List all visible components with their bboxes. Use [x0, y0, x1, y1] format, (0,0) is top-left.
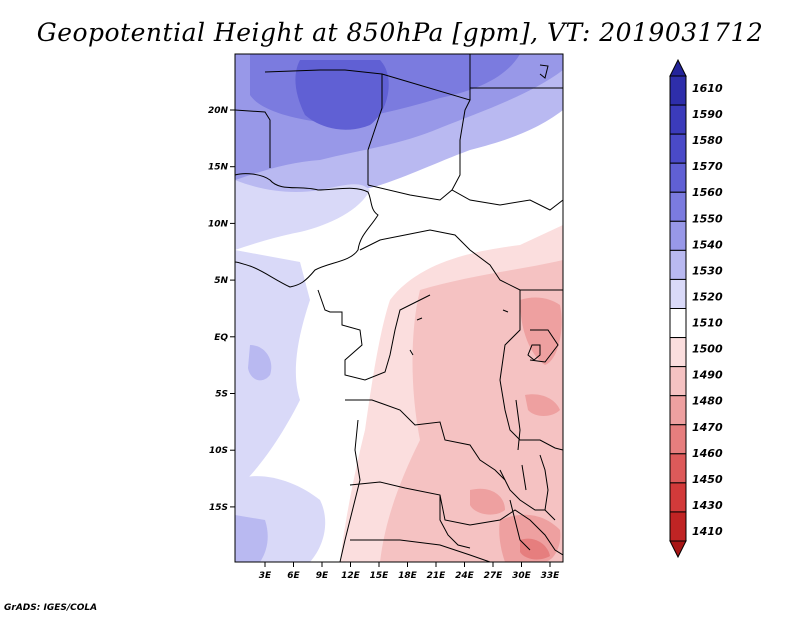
country-borders: [235, 54, 563, 562]
y-tick-label: 5S: [215, 390, 228, 400]
colorbar-label: 1560: [692, 186, 723, 199]
y-tick-label: 15S: [209, 503, 228, 513]
colorbar-label: 1550: [692, 212, 723, 225]
x-tick-label: 21E: [427, 571, 447, 581]
colorbar-label: 1410: [692, 525, 723, 538]
colorbar-swatch: [669, 366, 687, 397]
colorbar-top-arrow: [669, 58, 687, 77]
x-tick-label: 9E: [316, 571, 329, 581]
colorbar: 1610 1590 1580 1570 1560 1550 1540 1530 1520 1510…: [669, 58, 723, 559]
colorbar-bottom-arrow: [669, 540, 687, 559]
x-tick-label: 30E: [512, 571, 532, 581]
colorbar-label: 1570: [692, 160, 723, 173]
x-tick-label: 12E: [341, 571, 361, 581]
map-title: Geopotential Height at 850hPa [gpm], VT:…: [36, 18, 764, 47]
colorbar-swatch: [669, 249, 687, 280]
colorbar-label: 1530: [692, 264, 723, 277]
colorbar-swatch: [669, 162, 687, 193]
y-tick-label: 15N: [208, 163, 229, 173]
x-tick-label: 27E: [484, 571, 504, 581]
colorbar-label: 1450: [692, 473, 723, 486]
colorbar-swatch: [669, 133, 687, 164]
colorbar-swatch: [669, 337, 687, 368]
x-tick-label: 33E: [541, 571, 561, 581]
y-tick-label: 10S: [209, 446, 228, 456]
colorbar-label: 1430: [692, 499, 723, 512]
colorbar-swatch: [669, 308, 687, 339]
colorbar-label: 1490: [692, 369, 723, 382]
colorbar-swatch: [669, 511, 687, 542]
x-tick-label: 24E: [455, 571, 475, 581]
colorbar-swatch: [669, 191, 687, 222]
colorbar-swatch: [669, 453, 687, 484]
colorbar-label: 1580: [692, 134, 723, 147]
colorbar-swatch: [669, 482, 687, 513]
grads-credit: GrADS: IGES/COLA: [4, 603, 98, 613]
colorbar-label: 1540: [692, 238, 723, 251]
colorbar-label: 1520: [692, 290, 723, 303]
y-axis: 20N 15N 10N 5N EQ 5S 10S 15S: [208, 106, 235, 513]
y-tick-label: 20N: [208, 106, 229, 116]
colorbar-swatch: [669, 104, 687, 135]
colorbar-swatch: [669, 278, 687, 309]
colorbar-label: 1500: [692, 343, 723, 356]
colorbar-swatch: [669, 220, 687, 251]
colorbar-swatch: [669, 75, 687, 106]
x-tick-label: 15E: [370, 571, 390, 581]
colorbar-label: 1460: [692, 447, 723, 460]
y-tick-label: 5N: [214, 276, 228, 286]
x-tick-label: 18E: [398, 571, 418, 581]
x-axis: 3E 6E 9E 12E 15E 18E 21E 24E 27E 30E 33E: [259, 562, 560, 581]
colorbar-swatch: [669, 424, 687, 455]
shaded-field: [235, 54, 563, 562]
colorbar-label: 1480: [692, 395, 723, 408]
colorbar-label: 1610: [692, 82, 723, 95]
colorbar-label: 1590: [692, 108, 723, 121]
colorbar-label: 1470: [692, 421, 723, 434]
y-tick-label: 10N: [208, 219, 229, 229]
x-tick-label: 6E: [287, 571, 300, 581]
colorbar-label: 1510: [692, 317, 723, 330]
map-frame: [234, 53, 564, 563]
x-tick-label: 3E: [259, 571, 272, 581]
y-tick-label: EQ: [214, 333, 228, 343]
colorbar-swatch: [669, 395, 687, 426]
